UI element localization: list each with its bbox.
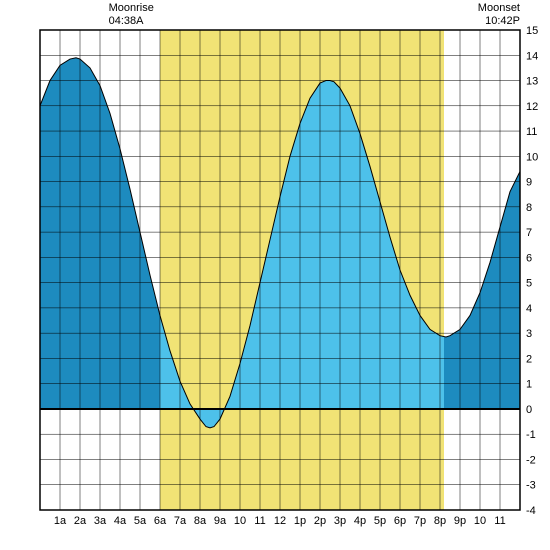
svg-text:10: 10 bbox=[474, 515, 486, 527]
svg-text:3p: 3p bbox=[334, 515, 346, 527]
svg-text:12: 12 bbox=[526, 101, 538, 113]
svg-text:5p: 5p bbox=[374, 515, 386, 527]
svg-text:7: 7 bbox=[526, 227, 532, 239]
svg-text:11: 11 bbox=[526, 126, 537, 138]
svg-text:8p: 8p bbox=[434, 515, 446, 527]
svg-text:5a: 5a bbox=[134, 515, 147, 527]
svg-text:4a: 4a bbox=[114, 515, 127, 527]
svg-text:14: 14 bbox=[526, 50, 538, 62]
svg-text:9a: 9a bbox=[214, 515, 227, 527]
svg-text:7a: 7a bbox=[174, 515, 187, 527]
svg-text:1a: 1a bbox=[54, 515, 67, 527]
svg-text:8a: 8a bbox=[194, 515, 207, 527]
svg-text:4: 4 bbox=[526, 303, 532, 315]
svg-text:10: 10 bbox=[234, 515, 246, 527]
svg-text:1p: 1p bbox=[294, 515, 306, 527]
svg-text:1: 1 bbox=[526, 379, 532, 391]
svg-text:10: 10 bbox=[526, 151, 538, 163]
svg-text:0: 0 bbox=[526, 404, 532, 416]
svg-text:11: 11 bbox=[254, 515, 265, 527]
svg-text:15: 15 bbox=[526, 25, 538, 37]
svg-text:11: 11 bbox=[494, 515, 505, 527]
svg-text:8: 8 bbox=[526, 202, 532, 214]
chart-svg: 1a2a3a4a5a6a7a8a9a1011121p2p3p4p5p6p7p8p… bbox=[0, 0, 550, 550]
svg-text:-4: -4 bbox=[526, 505, 536, 517]
svg-text:3a: 3a bbox=[94, 515, 107, 527]
svg-text:-2: -2 bbox=[526, 454, 536, 466]
svg-text:9p: 9p bbox=[454, 515, 466, 527]
svg-text:3: 3 bbox=[526, 328, 532, 340]
moonset-label: Moonset 10:42P bbox=[478, 2, 520, 28]
svg-text:-1: -1 bbox=[526, 429, 536, 441]
svg-text:6a: 6a bbox=[154, 515, 167, 527]
svg-text:5: 5 bbox=[526, 278, 532, 290]
svg-text:2a: 2a bbox=[74, 515, 87, 527]
svg-text:6p: 6p bbox=[394, 515, 406, 527]
svg-text:7p: 7p bbox=[414, 515, 426, 527]
svg-text:9: 9 bbox=[526, 177, 532, 189]
svg-text:12: 12 bbox=[274, 515, 286, 527]
svg-text:4p: 4p bbox=[354, 515, 366, 527]
moonrise-label: Moonrise 04:38A bbox=[109, 2, 154, 28]
svg-text:-3: -3 bbox=[526, 480, 536, 492]
tide-moon-chart: 1a2a3a4a5a6a7a8a9a1011121p2p3p4p5p6p7p8p… bbox=[0, 0, 550, 550]
svg-text:2: 2 bbox=[526, 353, 532, 365]
svg-text:13: 13 bbox=[526, 76, 538, 88]
svg-text:6: 6 bbox=[526, 252, 532, 264]
svg-text:2p: 2p bbox=[314, 515, 326, 527]
